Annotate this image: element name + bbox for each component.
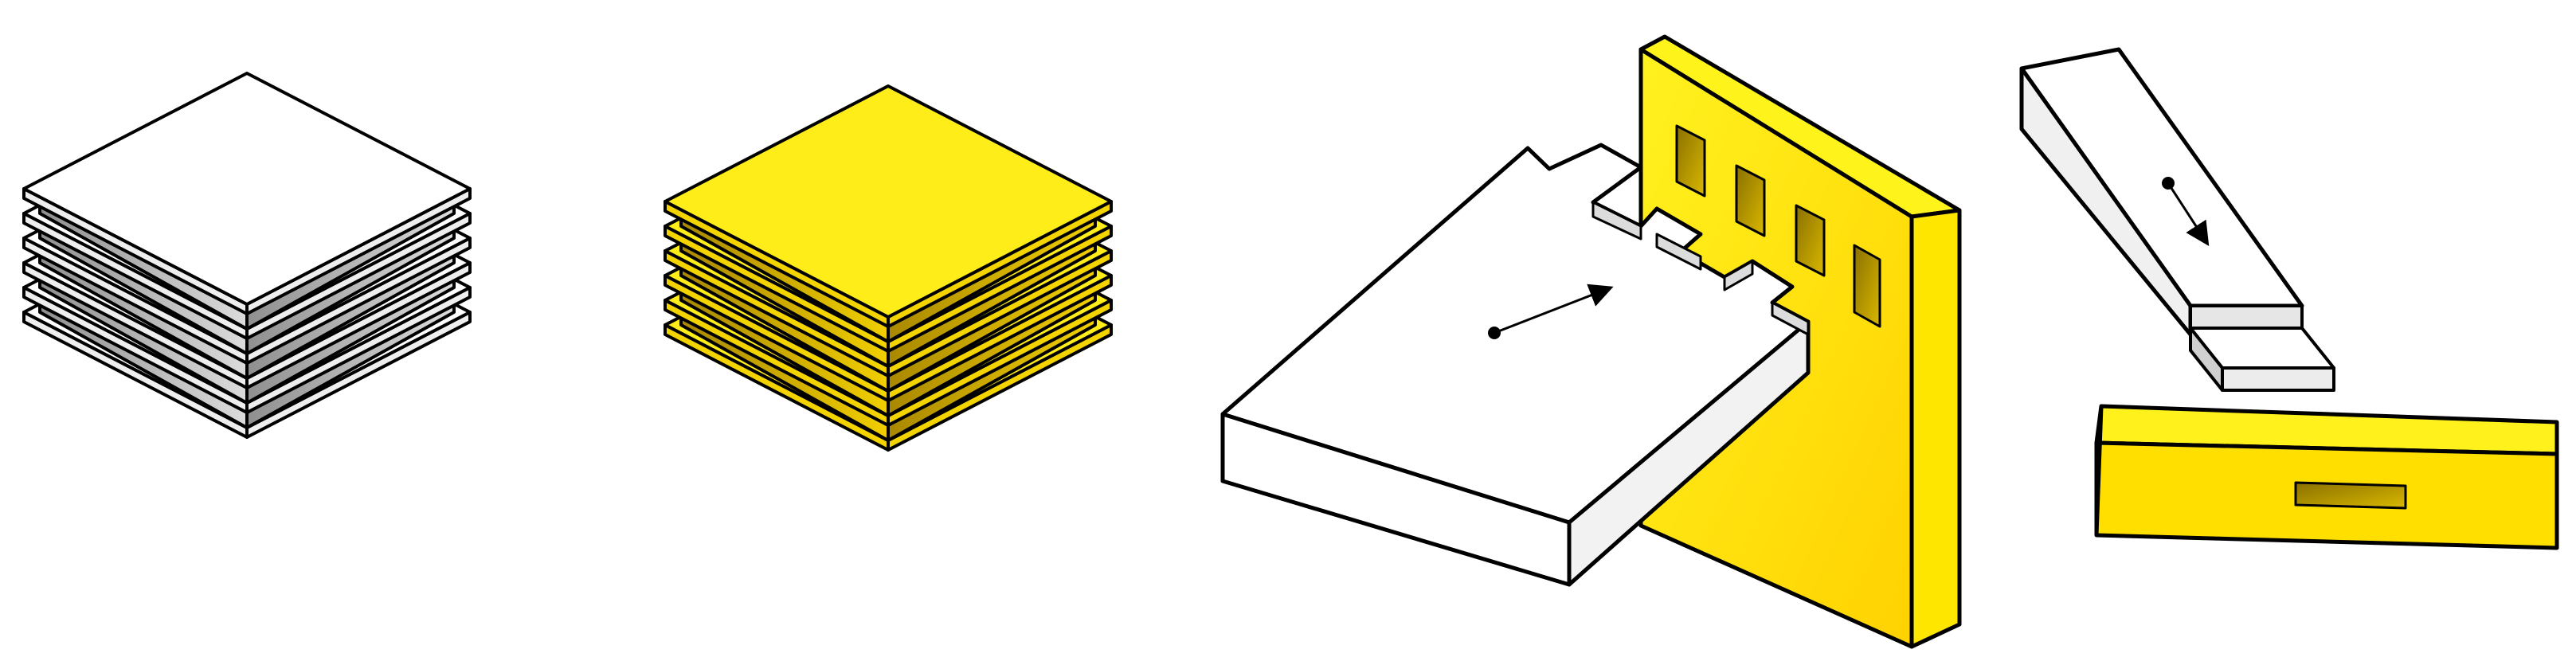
tenon: [1723, 260, 1754, 291]
top-sheet-face: [664, 84, 1113, 319]
white-sheet-stack: [22, 72, 472, 439]
tenon: [1591, 201, 1642, 241]
mortise-block: [2094, 404, 2559, 550]
tenon: [1655, 233, 1702, 271]
tenon-board-side: [1567, 319, 1811, 587]
tenon-piece: [2019, 47, 2335, 392]
mortise-slot: [1735, 164, 1766, 237]
tenon-piece-shoulder: [2189, 304, 2304, 330]
tenon: [1771, 301, 1810, 336]
tenon-piece-tongue-front: [2221, 366, 2335, 392]
mortise-hole: [2294, 481, 2407, 510]
tenon-and-mortise-pair: [2019, 47, 2559, 550]
mortise-slot: [1853, 244, 1881, 328]
insertion-arrow: [1488, 284, 1614, 339]
yellow-sheet-stack: [664, 84, 1113, 452]
mortise-slot: [1795, 204, 1826, 277]
tenon-board: [1220, 143, 1811, 587]
mortise-board-side-edge: [1909, 208, 1962, 649]
mortise-slots: [1675, 124, 1881, 328]
insertion-arrow: [2162, 177, 2210, 247]
top-sheet-face: [22, 72, 472, 306]
tenon-mortise-joint: [1220, 34, 1962, 649]
tenons: [1591, 201, 1810, 336]
mortise-slot: [1675, 124, 1706, 198]
tenon-piece-tongue-side: [2189, 327, 2224, 392]
